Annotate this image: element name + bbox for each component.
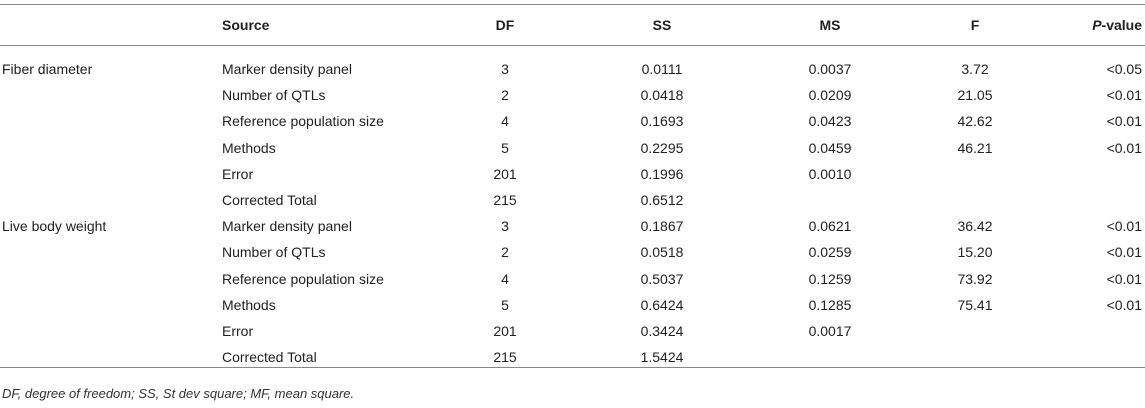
cell-ss: 0.2295 bbox=[640, 140, 684, 156]
cell-df: 3 bbox=[501, 61, 509, 77]
cell-p-value: <0.01 bbox=[1106, 113, 1142, 129]
cell-f: 73.92 bbox=[957, 271, 993, 287]
cell-source: Corrected Total bbox=[222, 349, 317, 365]
header-p-italic: P bbox=[1092, 17, 1102, 33]
cell-f: 75.41 bbox=[957, 297, 993, 313]
header-p-value: P-value bbox=[1070, 17, 1142, 33]
cell-f: 3.72 bbox=[961, 61, 989, 77]
cell-p-value: <0.01 bbox=[1106, 87, 1142, 103]
cell-source: Reference population size bbox=[222, 113, 384, 129]
cell-df: 215 bbox=[493, 349, 517, 365]
cell-p-value: <0.01 bbox=[1106, 297, 1142, 313]
cell-ms: 0.0017 bbox=[808, 323, 852, 339]
cell-ss: 1.5424 bbox=[640, 349, 684, 365]
cell-source: Marker density panel bbox=[222, 218, 352, 234]
cell-ss: 0.6512 bbox=[640, 192, 684, 208]
header-df: DF bbox=[495, 17, 515, 33]
cell-f: 42.62 bbox=[957, 113, 993, 129]
cell-f: 36.42 bbox=[957, 218, 993, 234]
cell-ss: 0.0518 bbox=[640, 244, 684, 260]
cell-trait: Live body weight bbox=[2, 218, 107, 234]
cell-df: 5 bbox=[501, 140, 509, 156]
cell-p-value: <0.01 bbox=[1106, 140, 1142, 156]
cell-f: 15.20 bbox=[957, 244, 993, 260]
cell-ms: 0.1285 bbox=[808, 297, 852, 313]
cell-ms: 0.0209 bbox=[808, 87, 852, 103]
cell-ms: 0.0621 bbox=[808, 218, 852, 234]
cell-source: Number of QTLs bbox=[222, 244, 326, 260]
cell-ms: 0.0010 bbox=[808, 166, 852, 182]
cell-source: Corrected Total bbox=[222, 192, 317, 208]
cell-ms: 0.0259 bbox=[808, 244, 852, 260]
cell-ss: 0.1693 bbox=[640, 113, 684, 129]
cell-source: Marker density panel bbox=[222, 61, 352, 77]
cell-ms: 0.0459 bbox=[808, 140, 852, 156]
cell-ms: 0.1259 bbox=[808, 271, 852, 287]
header-ss: SS bbox=[652, 17, 672, 33]
header-source: Source bbox=[222, 17, 270, 33]
cell-p-value: <0.05 bbox=[1106, 61, 1142, 77]
top-rule bbox=[0, 4, 1145, 5]
header-rule bbox=[0, 45, 1145, 46]
cell-ss: 0.3424 bbox=[640, 323, 684, 339]
cell-df: 2 bbox=[501, 87, 509, 103]
cell-df: 3 bbox=[501, 218, 509, 234]
cell-ss: 0.0418 bbox=[640, 87, 684, 103]
header-ms: MS bbox=[819, 17, 841, 33]
cell-ss: 0.6424 bbox=[640, 297, 684, 313]
cell-df: 4 bbox=[501, 113, 509, 129]
cell-ms: 0.0037 bbox=[808, 61, 852, 77]
cell-source: Error bbox=[222, 166, 254, 182]
cell-ms: 0.0423 bbox=[808, 113, 852, 129]
cell-ss: 0.0111 bbox=[641, 61, 683, 77]
cell-f: 46.21 bbox=[957, 140, 993, 156]
cell-p-value: <0.01 bbox=[1106, 218, 1142, 234]
cell-df: 5 bbox=[501, 297, 509, 313]
cell-source: Number of QTLs bbox=[222, 87, 326, 103]
cell-source: Methods bbox=[222, 297, 276, 313]
cell-trait: Fiber diameter bbox=[2, 61, 93, 77]
cell-p-value: <0.01 bbox=[1106, 244, 1142, 260]
header-f: F bbox=[970, 17, 980, 33]
cell-ss: 0.1996 bbox=[640, 166, 684, 182]
cell-ss: 0.1867 bbox=[640, 218, 684, 234]
cell-source: Methods bbox=[222, 140, 276, 156]
bottom-rule bbox=[0, 367, 1145, 368]
table-footnote: DF, degree of freedom; SS, St dev square… bbox=[2, 386, 355, 401]
cell-p-value: <0.01 bbox=[1106, 271, 1142, 287]
cell-df: 201 bbox=[493, 323, 517, 339]
header-p-suffix: -value bbox=[1101, 17, 1142, 33]
cell-df: 4 bbox=[501, 271, 509, 287]
cell-df: 215 bbox=[493, 192, 517, 208]
cell-source: Reference population size bbox=[222, 271, 384, 287]
cell-source: Error bbox=[222, 323, 254, 339]
cell-ss: 0.5037 bbox=[640, 271, 684, 287]
cell-f: 21.05 bbox=[957, 87, 993, 103]
cell-df: 2 bbox=[501, 244, 509, 260]
cell-df: 201 bbox=[493, 166, 517, 182]
